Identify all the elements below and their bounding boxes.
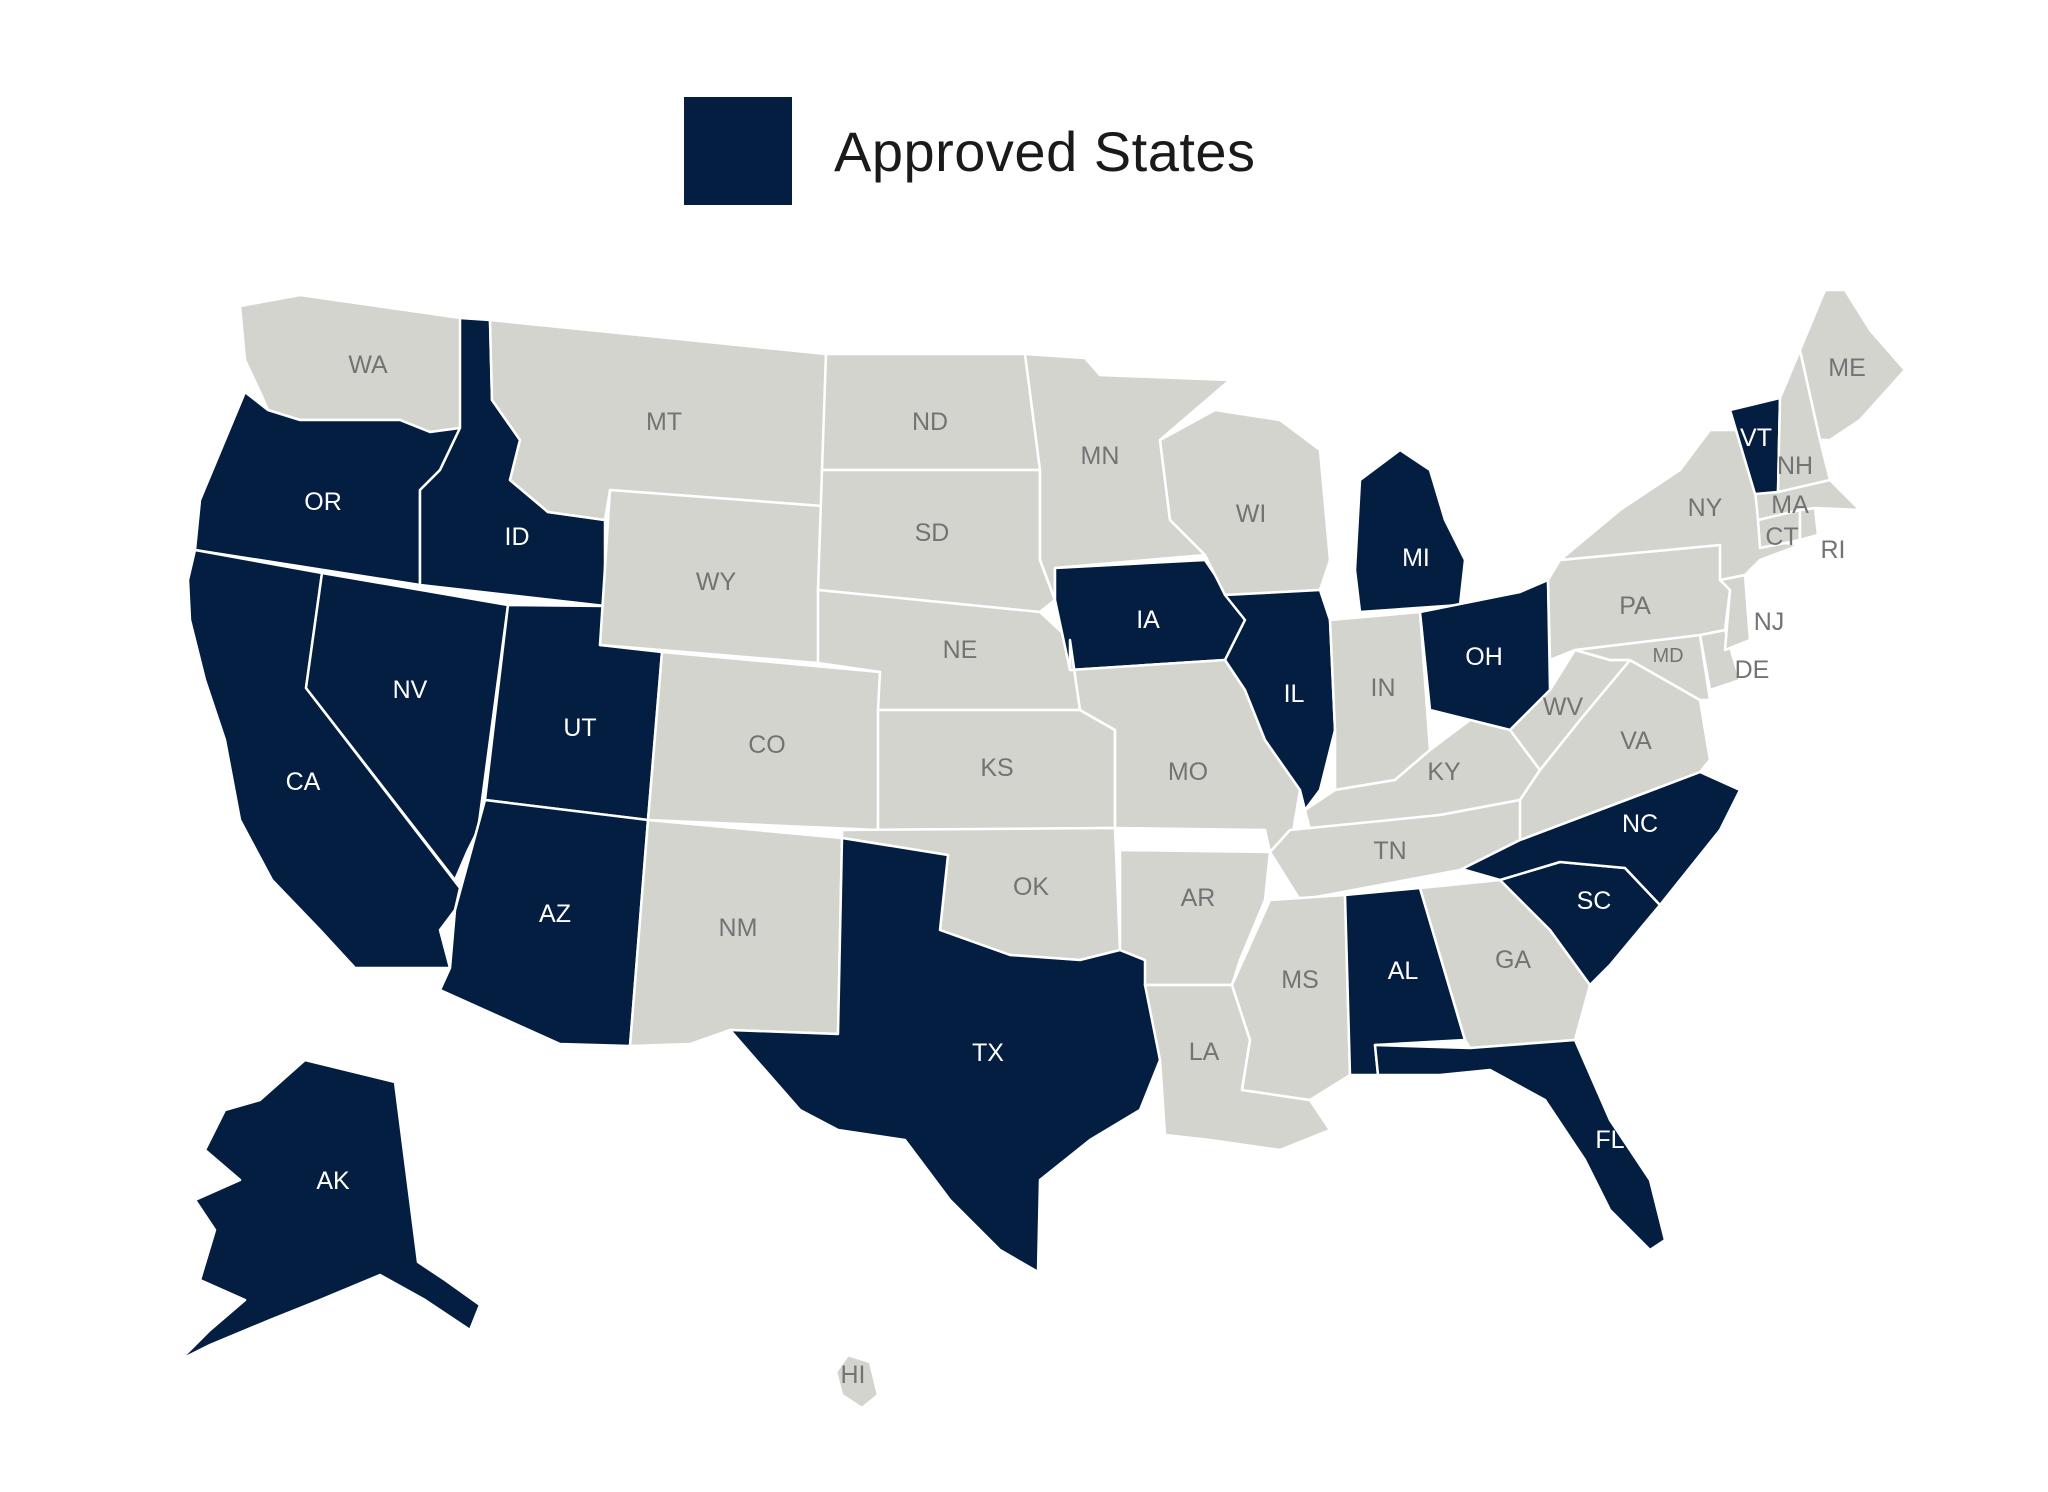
state-label-nm: NM xyxy=(719,914,758,942)
state-label-va: VA xyxy=(1620,727,1652,755)
state-nh xyxy=(1776,348,1832,494)
state-label-ct: CT xyxy=(1765,523,1798,551)
state-wi xyxy=(1158,408,1332,597)
state-label-ma: MA xyxy=(1771,491,1809,519)
state-label-nd: ND xyxy=(912,408,948,436)
state-label-in: IN xyxy=(1371,674,1396,702)
state-label-md: MD xyxy=(1652,645,1683,667)
state-label-al: AL xyxy=(1388,957,1419,985)
state-label-pa: PA xyxy=(1619,592,1651,620)
state-tx xyxy=(728,836,1162,1274)
state-label-ne: NE xyxy=(943,636,978,664)
state-label-az: AZ xyxy=(539,900,571,928)
map-legend: Approved States xyxy=(684,97,1256,205)
state-label-ms: MS xyxy=(1281,966,1319,994)
state-label-vt: VT xyxy=(1740,424,1772,452)
state-fl xyxy=(1373,1038,1667,1252)
state-label-nj: NJ xyxy=(1754,608,1785,636)
state-label-ks: KS xyxy=(980,754,1013,782)
legend-swatch-approved xyxy=(684,97,792,205)
state-mi xyxy=(1353,448,1467,614)
state-label-tx: TX xyxy=(972,1039,1004,1067)
state-label-mn: MN xyxy=(1081,442,1120,470)
state-label-hi: HI xyxy=(841,1361,866,1389)
state-label-ri: RI xyxy=(1821,536,1846,564)
state-label-mt: MT xyxy=(646,408,682,436)
state-label-id: ID xyxy=(505,523,530,551)
state-label-me: ME xyxy=(1828,354,1866,382)
state-label-or: OR xyxy=(304,488,342,516)
state-label-de: DE xyxy=(1735,656,1770,684)
state-label-nh: NH xyxy=(1777,452,1813,480)
state-label-ia: IA xyxy=(1136,606,1160,634)
state-label-wi: WI xyxy=(1236,500,1267,528)
state-il xyxy=(1223,588,1337,812)
state-label-ok: OK xyxy=(1013,873,1049,901)
state-label-oh: OH xyxy=(1465,643,1503,671)
state-label-mi: MI xyxy=(1402,544,1430,572)
state-label-ut: UT xyxy=(563,714,596,742)
state-me xyxy=(1798,288,1907,442)
state-label-nc: NC xyxy=(1622,810,1658,838)
state-ak xyxy=(178,1058,482,1362)
state-label-il: IL xyxy=(1284,680,1305,708)
state-label-ny: NY xyxy=(1688,494,1723,522)
state-label-tn: TN xyxy=(1373,837,1406,865)
state-label-nv: NV xyxy=(393,676,428,704)
state-label-wa: WA xyxy=(348,351,388,379)
state-label-wy: WY xyxy=(696,568,737,596)
state-label-ky: KY xyxy=(1427,758,1461,786)
state-label-ak: AK xyxy=(316,1167,350,1195)
state-label-fl: FL xyxy=(1595,1126,1624,1154)
state-label-la: LA xyxy=(1189,1038,1220,1066)
state-label-sd: SD xyxy=(915,519,950,547)
state-label-co: CO xyxy=(748,731,786,759)
state-label-mo: MO xyxy=(1168,758,1208,786)
state-hi xyxy=(834,1353,880,1410)
state-label-sc: SC xyxy=(1577,887,1612,915)
state-label-ga: GA xyxy=(1495,946,1531,974)
legend-label: Approved States xyxy=(834,119,1256,183)
state-label-ca: CA xyxy=(286,768,321,796)
state-label-wv: WV xyxy=(1543,693,1584,721)
state-label-ar: AR xyxy=(1181,884,1216,912)
